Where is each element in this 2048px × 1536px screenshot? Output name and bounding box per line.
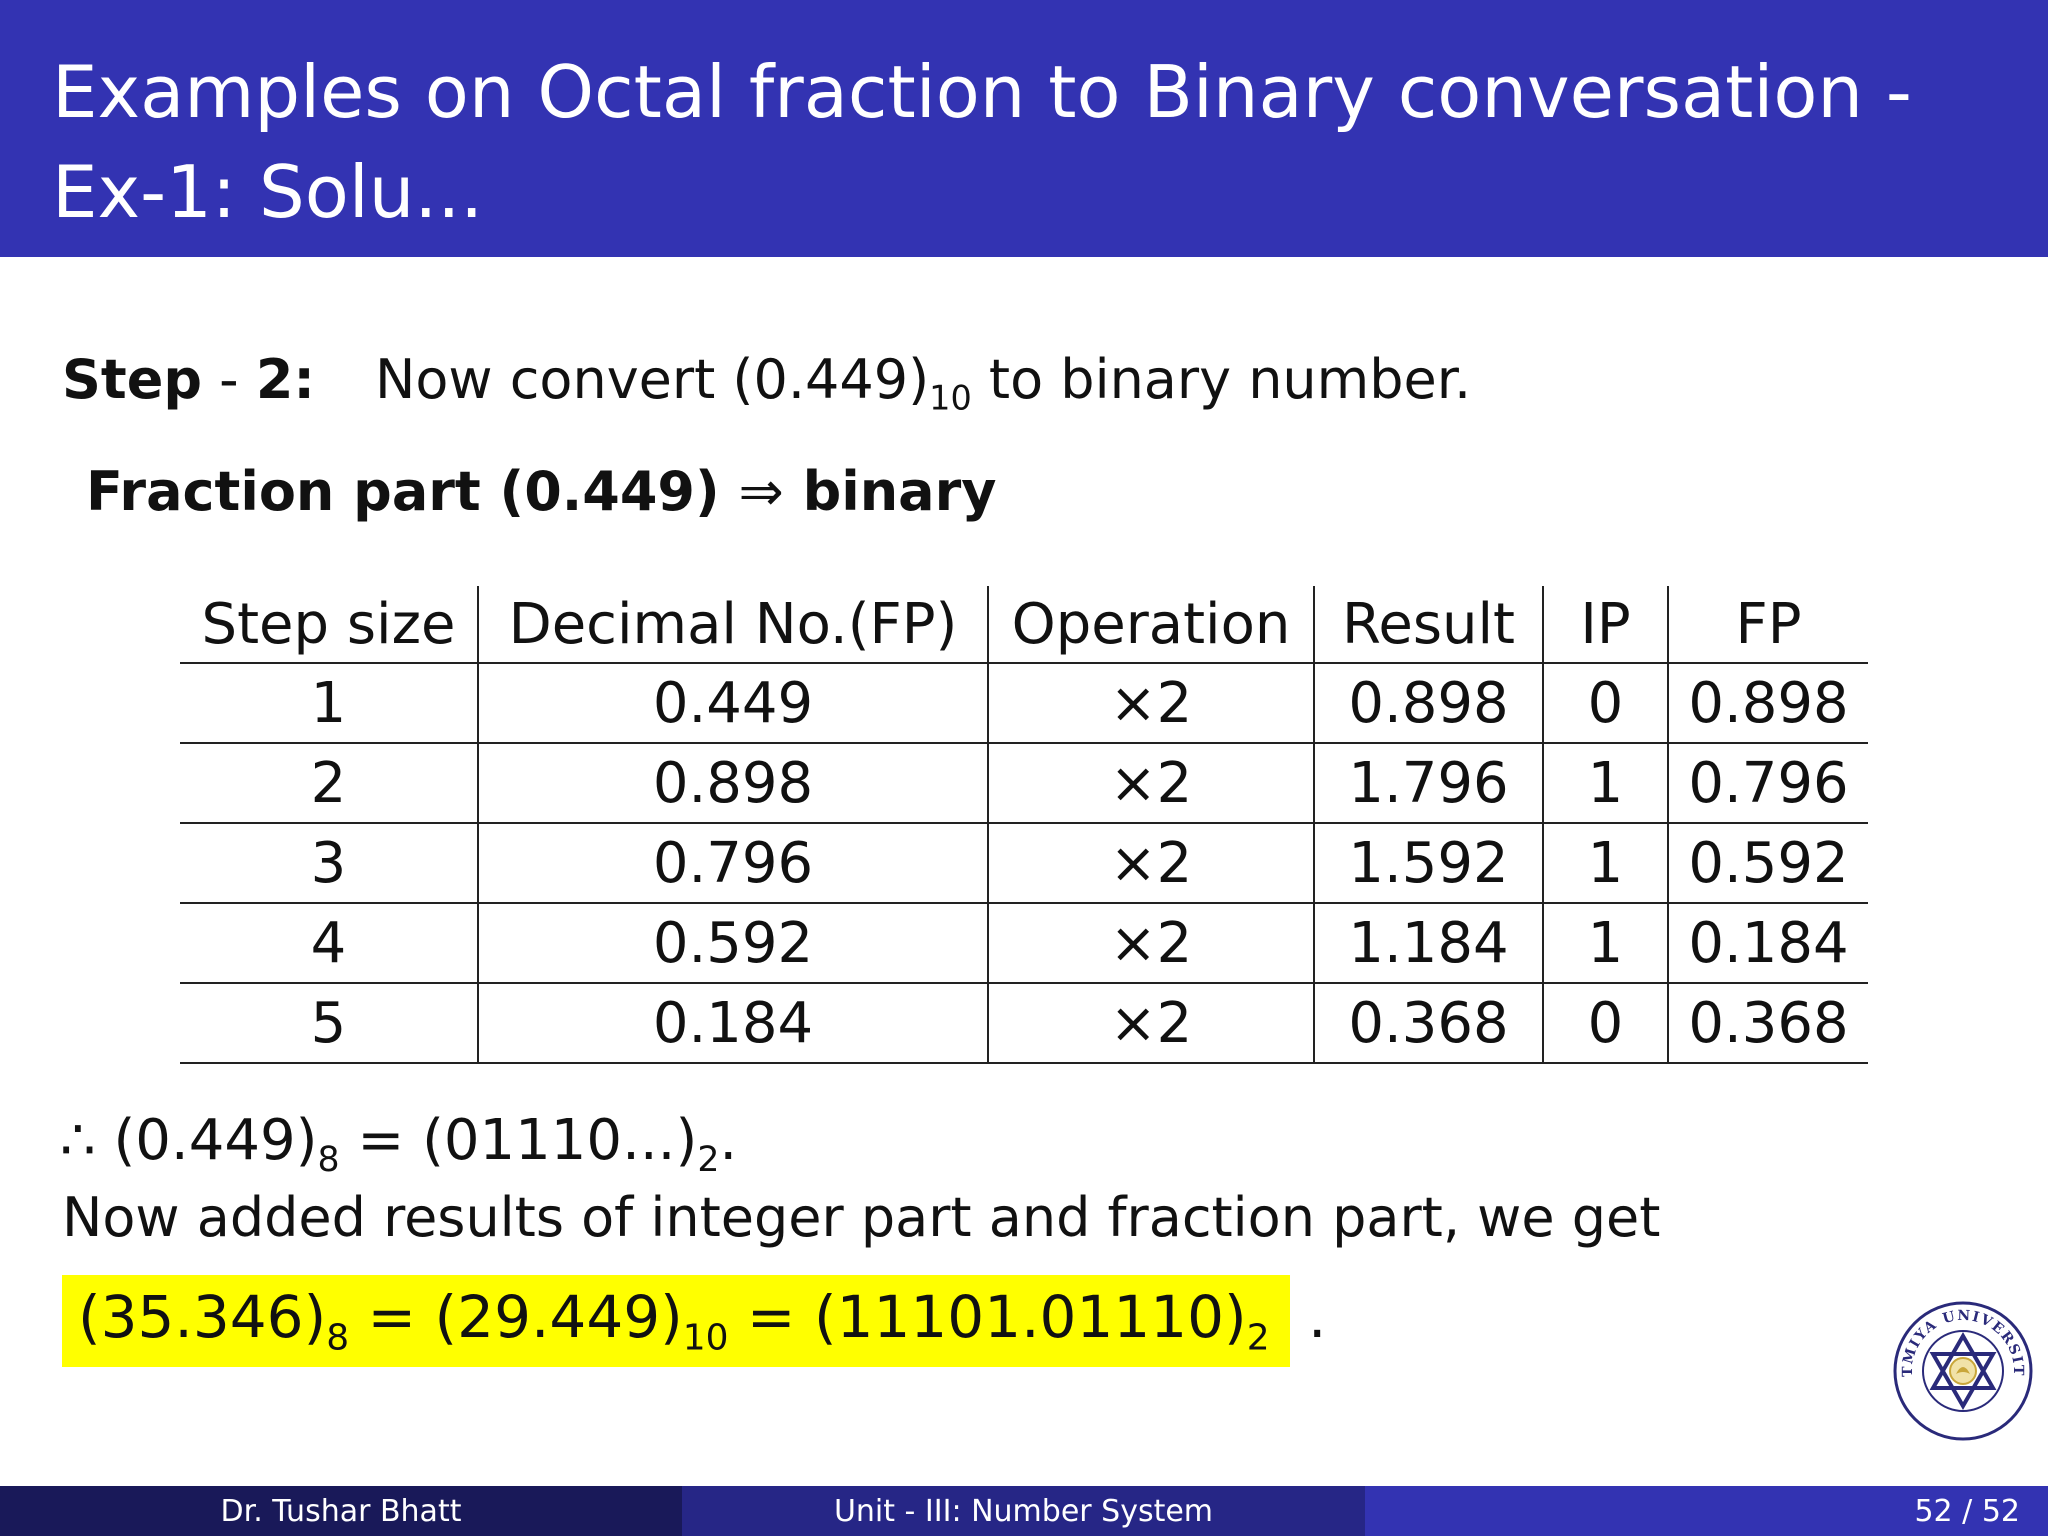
therefore-lhs: (0.449) <box>95 1108 318 1173</box>
cell-fp: 0.796 <box>1667 743 1868 824</box>
cell-step: 4 <box>180 903 479 984</box>
table-header-row: Step size Decimal No.(FP) Operation Resu… <box>180 586 1868 664</box>
header-step-size: Step size <box>180 586 479 664</box>
cell-step: 1 <box>180 663 479 744</box>
therefore-statement: ∴ (0.449)8 = (01110...)2. <box>60 1108 737 1180</box>
final-decimal: = (29.449) <box>349 1283 683 1351</box>
cell-operation: ×2 <box>987 983 1315 1064</box>
implies-arrow: ⇒ <box>738 460 784 523</box>
cell-fp: 0.898 <box>1667 663 1868 744</box>
cell-decimal: 0.449 <box>477 663 989 744</box>
cell-result: 1.592 <box>1313 823 1544 904</box>
cell-result: 0.368 <box>1313 983 1544 1064</box>
footer-unit: Unit - III: Number System <box>682 1486 1365 1536</box>
final-octal: (35.346) <box>78 1283 327 1351</box>
final-result: (35.346)8 = (29.449)10 = (11101.01110)2 … <box>62 1275 1327 1367</box>
cell-ip: 1 <box>1542 903 1669 984</box>
cell-result: 1.796 <box>1313 743 1544 824</box>
atmiya-university-seal-icon: ATMIYA UNIVERSITY <box>1892 1300 2033 1441</box>
fraction-heading-right: binary <box>802 460 997 523</box>
cell-ip: 0 <box>1542 663 1669 744</box>
step-base-subscript: 10 <box>929 378 972 418</box>
step-text-end: to binary number. <box>971 348 1472 411</box>
table-row: 4 0.592 ×2 1.184 1 0.184 <box>180 903 1868 984</box>
table-row: 5 0.184 ×2 0.368 0 0.368 <box>180 983 1868 1064</box>
header-decimal-no: Decimal No.(FP) <box>477 586 989 664</box>
cell-result: 0.898 <box>1313 663 1544 744</box>
therefore-rhs-base: 2 <box>697 1140 720 1181</box>
conversion-table: Step size Decimal No.(FP) Operation Resu… <box>180 586 1868 1064</box>
final-end: . <box>1289 1283 1327 1351</box>
therefore-symbol: ∴ <box>60 1108 96 1173</box>
added-results-text: Now added results of integer part and fr… <box>62 1186 1661 1249</box>
cell-decimal: 0.184 <box>477 983 989 1064</box>
header-result: Result <box>1313 586 1544 664</box>
final-octal-base: 8 <box>326 1317 350 1359</box>
cell-operation: ×2 <box>987 663 1315 744</box>
cell-ip: 0 <box>1542 983 1669 1064</box>
step-statement: Step - 2: Now convert (0.449)10 to binary… <box>62 348 1471 418</box>
step-number: 2: <box>255 348 315 411</box>
cell-step: 5 <box>180 983 479 1064</box>
therefore-rhs: = (01110...) <box>339 1108 698 1173</box>
cell-operation: ×2 <box>987 743 1315 824</box>
cell-decimal: 0.592 <box>477 903 989 984</box>
cell-result: 1.184 <box>1313 903 1544 984</box>
cell-fp: 0.368 <box>1667 983 1868 1064</box>
footer-author: Dr. Tushar Bhatt <box>0 1486 682 1536</box>
therefore-lhs-base: 8 <box>317 1140 340 1181</box>
cell-decimal: 0.796 <box>477 823 989 904</box>
final-decimal-base: 10 <box>682 1317 729 1359</box>
cell-step: 3 <box>180 823 479 904</box>
therefore-end: . <box>719 1108 738 1173</box>
step-dash: - <box>201 348 256 411</box>
step-label: Step <box>62 348 202 411</box>
cell-ip: 1 <box>1542 743 1669 824</box>
final-binary: = (11101.01110) <box>728 1283 1247 1351</box>
cell-fp: 0.592 <box>1667 823 1868 904</box>
header-ip: IP <box>1542 586 1669 664</box>
final-result-highlight: (35.346)8 = (29.449)10 = (11101.01110)2 <box>62 1275 1290 1367</box>
final-binary-base: 2 <box>1246 1317 1270 1359</box>
cell-operation: ×2 <box>987 823 1315 904</box>
cell-step: 2 <box>180 743 479 824</box>
fraction-heading-left: Fraction part (0.449) <box>86 460 720 523</box>
footer-bar: Dr. Tushar Bhatt Unit - III: Number Syst… <box>0 1486 2048 1536</box>
footer-page-number: 52 / 52 <box>1365 1486 2048 1536</box>
slide-title: Examples on Octal fraction to Binary con… <box>0 0 2048 257</box>
cell-operation: ×2 <box>987 903 1315 984</box>
header-fp: FP <box>1667 586 1868 664</box>
cell-decimal: 0.898 <box>477 743 989 824</box>
header-operation: Operation <box>987 586 1315 664</box>
table-row: 2 0.898 ×2 1.796 1 0.796 <box>180 743 1868 824</box>
table-row: 1 0.449 ×2 0.898 0 0.898 <box>180 663 1868 744</box>
cell-fp: 0.184 <box>1667 903 1868 984</box>
table-row: 3 0.796 ×2 1.592 1 0.592 <box>180 823 1868 904</box>
step-text: Now convert (0.449) <box>374 348 930 411</box>
cell-ip: 1 <box>1542 823 1669 904</box>
fraction-heading: Fraction part (0.449) ⇒ binary <box>86 460 996 523</box>
